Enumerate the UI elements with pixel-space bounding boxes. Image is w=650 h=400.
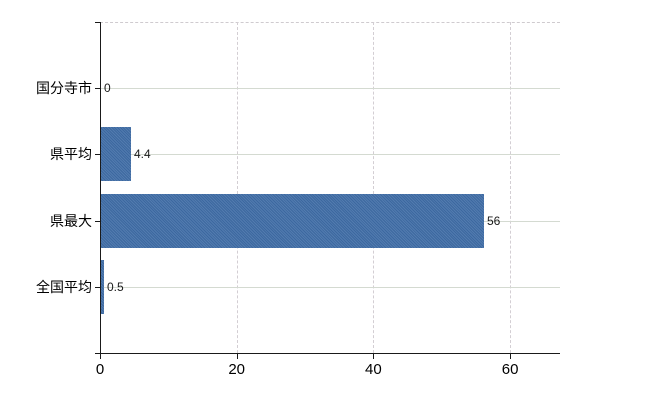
x-axis-line	[95, 353, 560, 354]
value-label: 56	[487, 213, 501, 228]
x-axis-tick	[510, 354, 512, 359]
x-tick-label: 20	[228, 361, 246, 378]
horizontal-gridline	[101, 154, 560, 156]
value-label: 4.4	[134, 147, 151, 162]
x-axis-tick	[236, 354, 238, 359]
y-axis-tick	[95, 88, 100, 90]
y-axis-tick	[95, 286, 100, 288]
bar	[101, 260, 104, 314]
x-axis-tick	[373, 354, 375, 359]
vertical-gridline	[373, 22, 375, 353]
x-tick-label: 40	[365, 361, 382, 378]
y-axis-tick	[95, 22, 100, 23]
value-label: 0.5	[107, 279, 124, 294]
plot-area	[100, 22, 560, 353]
bar	[101, 127, 131, 181]
y-axis-tick	[95, 220, 100, 222]
x-tick-label: 0	[95, 361, 105, 378]
category-label: 県平均	[50, 146, 92, 163]
category-label: 県最大	[50, 212, 92, 229]
y-axis-tick	[95, 154, 100, 156]
vertical-gridline	[236, 22, 238, 353]
category-label: 国分寺市	[36, 80, 92, 97]
horizontal-gridline	[101, 88, 560, 90]
value-label: 0	[104, 81, 111, 96]
bar	[101, 194, 484, 248]
vertical-gridline	[510, 22, 512, 353]
category-label: 全国平均	[36, 278, 92, 295]
plot-top-border	[100, 22, 560, 23]
x-axis-tick	[100, 354, 101, 359]
horizontal-gridline	[101, 286, 560, 288]
x-tick-label: 60	[501, 361, 519, 378]
y-axis-line	[100, 22, 101, 353]
